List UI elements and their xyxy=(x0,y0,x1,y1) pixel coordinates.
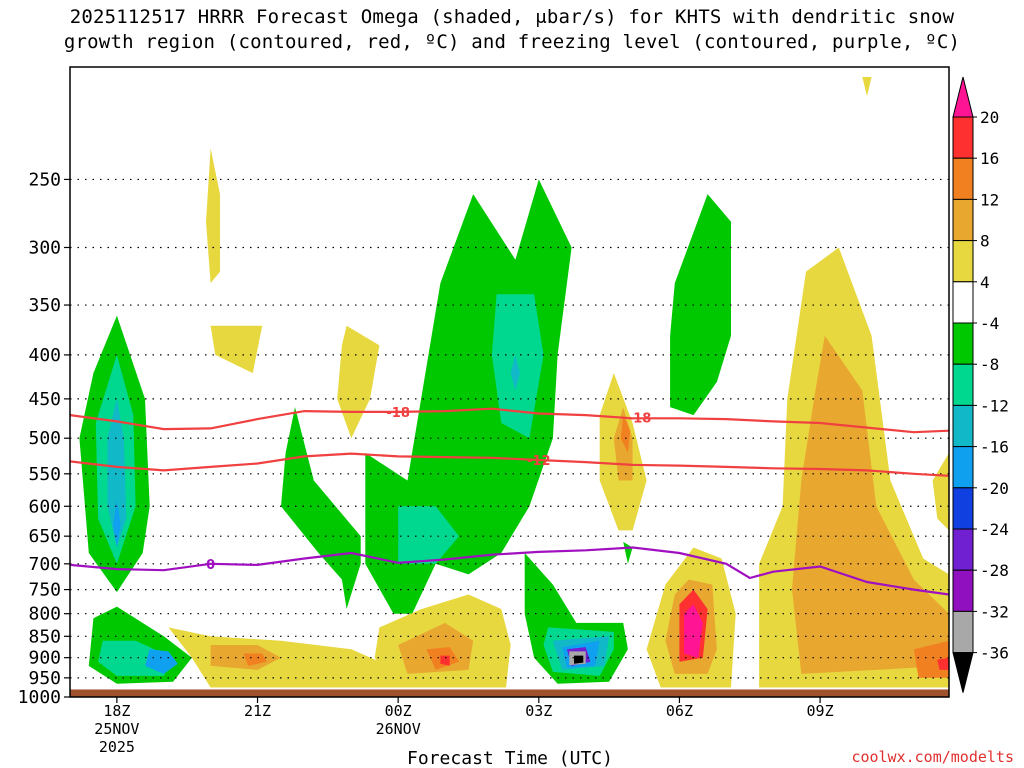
y-tick-label-800: 800 xyxy=(28,604,61,625)
omega-region-green-22z-mid xyxy=(281,407,361,609)
x-tick-label-06Z: 06Z xyxy=(666,702,693,720)
colorbar-label-9: -20 xyxy=(980,479,1009,498)
colorbar-swatch-9 xyxy=(952,446,974,489)
colorbar-swatch-12 xyxy=(952,569,974,612)
x-axis-label: Forecast Time (UTC) xyxy=(407,748,613,768)
omega-region-yellow-20z-upper xyxy=(206,148,220,284)
omega-region-dorange-21z-low xyxy=(243,653,267,666)
y-tick-label-500: 500 xyxy=(28,428,61,449)
omega-region-red-05z-mid xyxy=(620,415,631,453)
contour-label--18: -18 xyxy=(386,406,410,421)
contour-label--12: -12 xyxy=(527,454,551,469)
x-tick-date-18Z: 25NOV xyxy=(94,720,139,738)
colorbar-label-4: 4 xyxy=(980,273,990,292)
colorbar-swatch-5 xyxy=(952,281,974,324)
omega-region-yellow-23z-upper xyxy=(337,325,380,439)
x-tick-label-00Z: 00Z xyxy=(385,702,412,720)
colorbar-swatch-10 xyxy=(952,487,974,530)
colorbar-swatch-3 xyxy=(952,198,974,242)
plot-frame xyxy=(69,66,950,698)
contour-label-extra: -18 xyxy=(628,411,652,426)
omega-region-blue-18z xyxy=(113,500,121,548)
colorbar-label-1: 16 xyxy=(980,149,999,168)
colorbar-swatch-13 xyxy=(952,610,974,654)
contour-line--12 xyxy=(70,452,949,477)
y-tick-label-950: 950 xyxy=(28,668,61,689)
colorbar-swatch-6 xyxy=(952,322,974,365)
x-tick-label-18Z: 18Z xyxy=(103,702,130,720)
colorbar-label-8: -16 xyxy=(980,438,1009,457)
colorbar-swatch-2 xyxy=(952,157,974,200)
site-credit[interactable]: coolwx.com/modelts xyxy=(851,748,1014,766)
colorbar-label-0: 20 xyxy=(980,108,999,127)
colorbar-swatch-7 xyxy=(952,363,974,406)
colorbar-label-12: -32 xyxy=(980,602,1009,621)
colorbar-swatch-11 xyxy=(952,528,974,571)
omega-region-cyan-18z xyxy=(107,398,127,548)
omega-region-cyan-03z-upper xyxy=(510,354,520,391)
y-tick-label-600: 600 xyxy=(28,496,61,517)
omega-region-orange-05z-mid xyxy=(613,407,633,481)
x-tick-label-21Z: 21Z xyxy=(244,702,271,720)
y-tick-label-350: 350 xyxy=(28,295,61,316)
omega-region-red-09z xyxy=(937,657,949,670)
omega-region-green-05z-small xyxy=(623,541,633,564)
colorbar-swatch-4 xyxy=(952,240,974,283)
y-tick-label-750: 750 xyxy=(28,580,61,601)
omega-region-pink-06z-low xyxy=(684,604,703,658)
y-tick-label-300: 300 xyxy=(28,237,61,258)
y-tick-label-250: 250 xyxy=(28,169,61,190)
x-tick-date-00Z: 26NOV xyxy=(376,720,421,738)
colorbar-top-arrow xyxy=(952,76,974,118)
y-tick-label-1000: 1000 xyxy=(18,687,61,708)
y-tick-label-550: 550 xyxy=(28,464,61,485)
colorbar-label-5: -4 xyxy=(980,314,999,333)
x-tick-label-03Z: 03Z xyxy=(525,702,552,720)
omega-region-red-00z-low xyxy=(440,655,450,666)
y-tick-label-850: 850 xyxy=(28,626,61,647)
contour-line--18 xyxy=(70,407,949,434)
omega-region-black-03z-low xyxy=(574,655,584,664)
omega-region-yellow-21z-upper xyxy=(210,325,263,374)
ground-below-surface xyxy=(70,689,949,697)
colorbar-label-13: -36 xyxy=(980,644,1009,663)
colorbar-label-6: -8 xyxy=(980,355,999,374)
x-tick-year-18Z: 2025 xyxy=(99,738,135,756)
contour-line-0 xyxy=(70,546,949,596)
colorbar-swatch-1 xyxy=(952,116,974,159)
y-tick-label-900: 900 xyxy=(28,648,61,669)
omega-region-yellow-top-09z xyxy=(862,77,872,97)
colorbar-bottom-arrow xyxy=(952,652,974,693)
omega-region-teal-00z xyxy=(398,506,460,564)
colorbar-label-7: -12 xyxy=(980,396,1009,415)
colorbar-label-3: 8 xyxy=(980,232,990,251)
omega-region-blue-low18z xyxy=(145,649,178,674)
colorbar-label-10: -24 xyxy=(980,520,1009,539)
y-tick-label-450: 450 xyxy=(28,389,61,410)
colorbar-label-2: 12 xyxy=(980,190,999,209)
omega-region-green-00z xyxy=(365,179,572,614)
omega-region-yellow-11z-mid xyxy=(932,452,949,531)
y-tick-label-700: 700 xyxy=(28,554,61,575)
y-tick-label-650: 650 xyxy=(28,526,61,547)
colorbar-swatch-8 xyxy=(952,404,974,448)
x-tick-label-09Z: 09Z xyxy=(807,702,834,720)
y-tick-label-400: 400 xyxy=(28,345,61,366)
contour-label-0: 0 xyxy=(206,558,215,573)
colorbar-label-11: -28 xyxy=(980,561,1009,580)
chart-title-line2: growth region (contoured, red, ºC) and f… xyxy=(63,31,961,53)
chart-title-line1: 2025112517 HRRR Forecast Omega (shaded, … xyxy=(69,6,955,28)
